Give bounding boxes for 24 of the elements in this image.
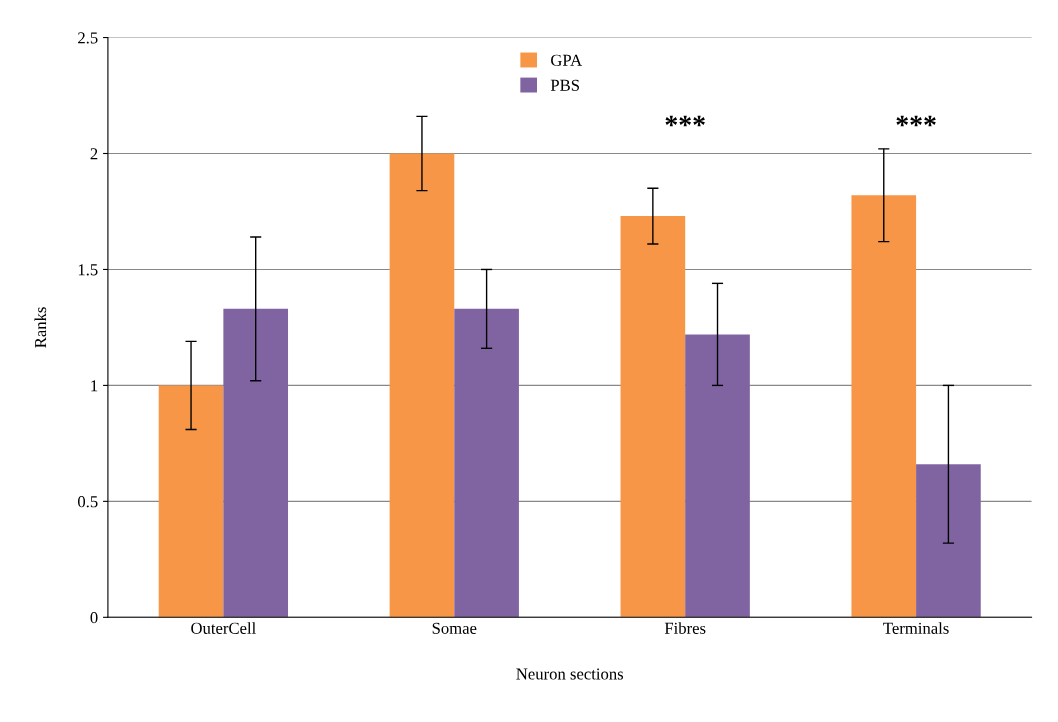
x-tick-label: Somae	[432, 622, 477, 634]
bar	[685, 334, 750, 618]
bar	[158, 385, 224, 618]
legend-label: PBS	[550, 79, 579, 91]
x-tick-label: Fibres	[664, 622, 706, 634]
y-tick-label: 0.5	[78, 496, 98, 508]
bar	[620, 216, 686, 618]
y-tick-label: 0	[90, 612, 98, 624]
x-tick-label: Terminals	[883, 622, 949, 634]
y-tick-label: 1	[91, 380, 98, 392]
x-tick-label: OuterCell	[191, 622, 256, 634]
y-axis-title: Ranks	[34, 307, 47, 348]
bar	[223, 308, 289, 618]
y-tick-label: 2.5	[78, 32, 98, 44]
x-axis-title: Neuron sections	[516, 668, 624, 680]
bar	[851, 195, 917, 618]
legend-label: GPA	[551, 54, 583, 66]
annotation: ***	[665, 115, 705, 127]
bar	[916, 464, 981, 618]
y-tick-label: 2	[90, 148, 98, 160]
y-tick-label: 1.5	[78, 264, 98, 276]
bar	[389, 153, 455, 618]
annotation: ***	[896, 115, 936, 127]
bar	[454, 308, 519, 618]
